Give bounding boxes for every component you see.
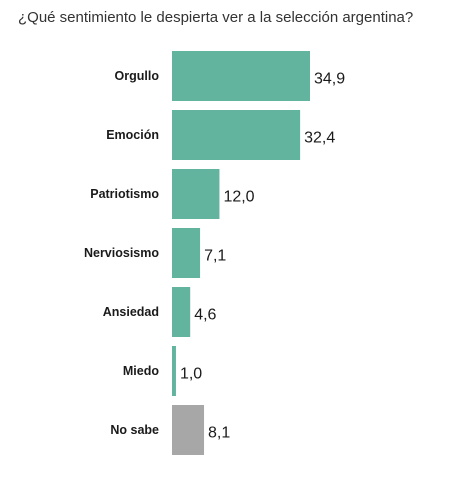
bars-group: Orgullo 34,9 Emoción 32,4 Patriotismo 12,0 Ner…	[84, 51, 345, 455]
value-label-orgullo: 34,9	[314, 71, 345, 88]
category-label-no-sabe: No sabe	[110, 423, 159, 437]
bar-emocion	[172, 110, 301, 160]
value-label-ansiedad: 4,6	[194, 307, 216, 324]
bar-patriotismo	[172, 169, 220, 219]
category-label-emocion: Emoción	[106, 128, 159, 142]
value-label-nerviosismo: 7,1	[204, 248, 226, 265]
bar-miedo	[172, 346, 176, 396]
value-label-emocion: 32,4	[304, 130, 335, 147]
bar-no-sabe	[172, 405, 205, 455]
chart-title: ¿Qué sentimiento le despierta ver a la s…	[18, 9, 414, 26]
category-label-nerviosismo: Nerviosismo	[84, 246, 159, 260]
value-label-miedo: 1,0	[180, 366, 202, 383]
bar-orgullo	[172, 51, 310, 101]
bar-nerviosismo	[172, 228, 201, 278]
value-label-patriotismo: 12,0	[223, 189, 254, 206]
category-label-patriotismo: Patriotismo	[90, 187, 159, 201]
bar-ansiedad	[172, 287, 191, 337]
category-label-miedo: Miedo	[123, 364, 159, 378]
value-label-no-sabe: 8,1	[208, 425, 230, 442]
category-label-ansiedad: Ansiedad	[103, 305, 159, 319]
category-label-orgullo: Orgullo	[115, 69, 160, 83]
